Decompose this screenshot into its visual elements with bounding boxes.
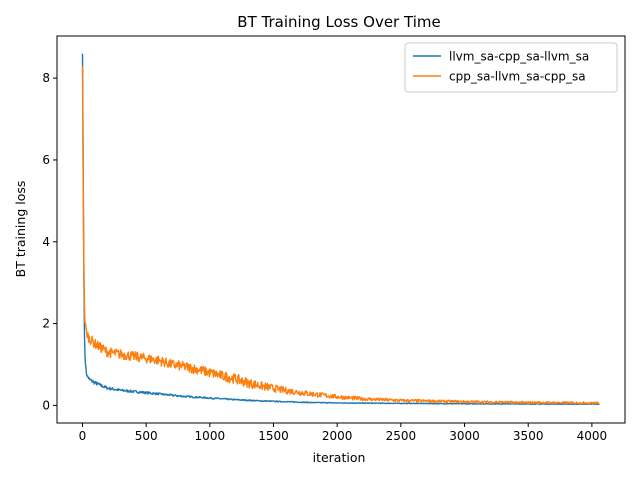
x-tick-label-3: 1500 [258,429,289,443]
legend-label-1: llvm_sa-cpp_sa-llvm_sa [449,50,589,64]
x-tick-label-0: 0 [79,429,87,443]
chart-title: BT Training Loss Over Time [237,13,440,31]
legend-label-2: cpp_sa-llvm_sa-cpp_sa [449,70,586,84]
x-axis-label: iteration [313,450,366,465]
plot-area [56,35,626,424]
y-axis-label: BT training loss [13,181,28,278]
x-tick-label-8: 4000 [577,429,608,443]
series-line-1 [81,53,600,406]
x-tick-label-5: 2500 [386,429,417,443]
y-tick-label-3: 6 [42,153,50,167]
x-axis: 0 500 1000 1500 2000 2500 3000 3500 4000 [79,423,608,443]
legend: llvm_sa-cpp_sa-llvm_sa cpp_sa-llvm_sa-cpp… [404,42,618,93]
x-tick-label-1: 500 [135,429,158,443]
y-tick-label-1: 2 [42,317,50,331]
y-tick-label-0: 0 [42,398,50,412]
plot-frame [56,35,626,424]
y-tick-label-2: 4 [42,235,50,249]
x-tick-label-2: 1000 [195,429,226,443]
y-axis: 0 2 4 6 8 [42,71,57,412]
x-tick-label-6: 3000 [449,429,480,443]
series-line-2 [81,65,600,405]
x-tick-label-4: 2000 [322,429,353,443]
x-tick-label-7: 3500 [513,429,544,443]
legend-box [404,42,618,93]
y-tick-label-4: 8 [42,71,50,85]
